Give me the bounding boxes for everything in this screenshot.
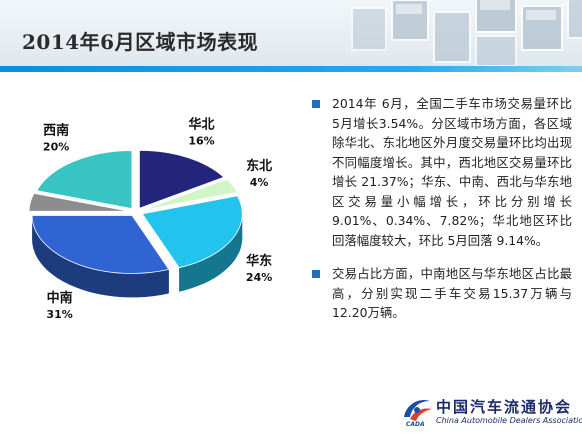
pie-slice-side <box>179 213 243 292</box>
slice-percent-label: 31% <box>46 308 72 321</box>
slice-region-label: 华东 <box>246 253 272 269</box>
slice-region-label: 东北 <box>246 158 272 174</box>
decorative-cubes <box>351 0 582 66</box>
pie-slice <box>36 150 133 210</box>
slice-label: 中南 31% <box>46 290 72 321</box>
slice-percent-label: 20% <box>43 141 69 154</box>
slice-label: 东北 4% <box>246 158 272 189</box>
slice-label: 西南 20% <box>43 123 69 154</box>
slice-label: 华东 24% <box>246 253 272 284</box>
slice-percent-label: 16% <box>188 134 214 147</box>
pie-slice <box>141 195 243 269</box>
slice-percent-label: 4% <box>250 176 269 189</box>
slice-label: 华北 16% <box>188 116 214 147</box>
slide-header: 2014年6月区域市场表现 <box>0 0 582 66</box>
paragraph-text: 交易占比方面，中南地区与华东地区占比最高，分别实现二手车交易15.37万辆与 1… <box>332 266 572 320</box>
title-underline-bar <box>0 66 582 72</box>
analysis-text-panel: 2014年 6月，全国二手车市场交易量环比 5月增长3.54%。分区域市场方面，… <box>310 94 572 337</box>
logo-org-name: 中国汽车流通协会 <box>436 398 573 416</box>
slice-region-label: 西南 <box>43 123 69 139</box>
analysis-paragraph: 交易占比方面，中南地区与华东地区占比最高，分别实现二手车交易15.37万辆与 1… <box>310 264 572 323</box>
page-title: 2014年6月区域市场表现 <box>22 30 259 54</box>
cada-emblem-icon <box>404 399 432 421</box>
paragraph-text: 2014年 6月，全国二手车市场交易量环比 5月增长3.54%。分区域市场方面，… <box>332 96 572 248</box>
logo-org-name-en: China Automobile Dealers Association <box>436 416 582 425</box>
pie-slice <box>139 149 225 209</box>
bullet-square-icon <box>312 100 320 108</box>
pie-slice-side <box>32 215 169 298</box>
bullet-square-icon <box>312 270 320 278</box>
analysis-paragraph: 2014年 6月，全国二手车市场交易量环比 5月增长3.54%。分区域市场方面，… <box>310 94 572 250</box>
pie-slice <box>31 215 170 274</box>
cada-logo: CADA 中国汽车流通协会 China Automobile Dealers A… <box>400 395 582 431</box>
slice-region-label: 中南 <box>47 290 73 306</box>
slice-region-label: 华北 <box>188 116 214 132</box>
slice-percent-label: 24% <box>246 271 272 284</box>
pie-slice <box>142 178 239 211</box>
pie-slice <box>28 192 130 212</box>
logo-abbr: CADA <box>406 421 425 428</box>
